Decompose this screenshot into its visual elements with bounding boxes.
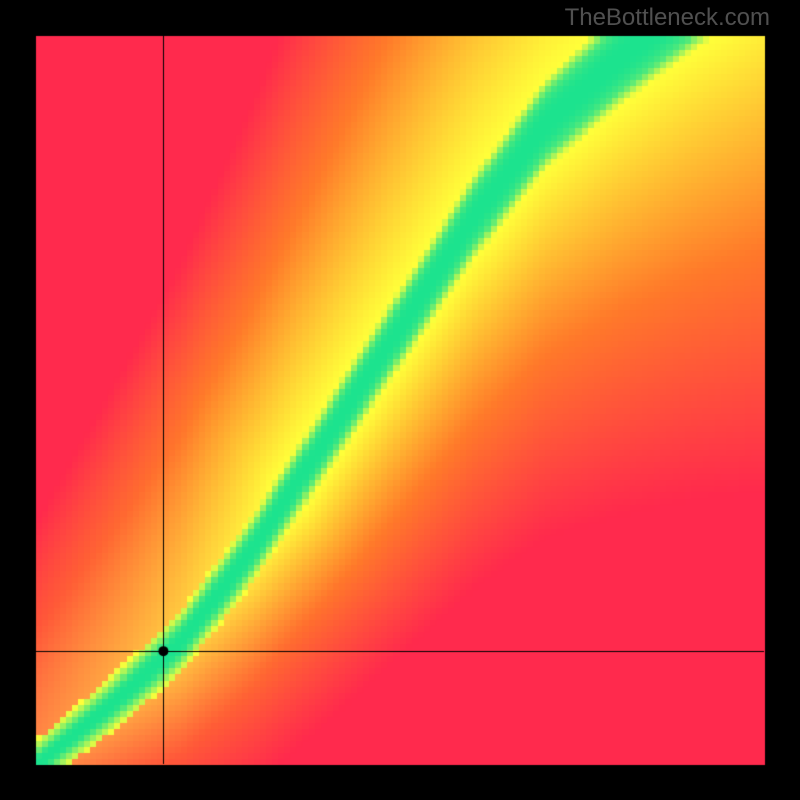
root: TheBottleneck.com [0,0,800,800]
watermark-text: TheBottleneck.com [565,4,770,32]
bottleneck-heatmap [0,0,800,800]
